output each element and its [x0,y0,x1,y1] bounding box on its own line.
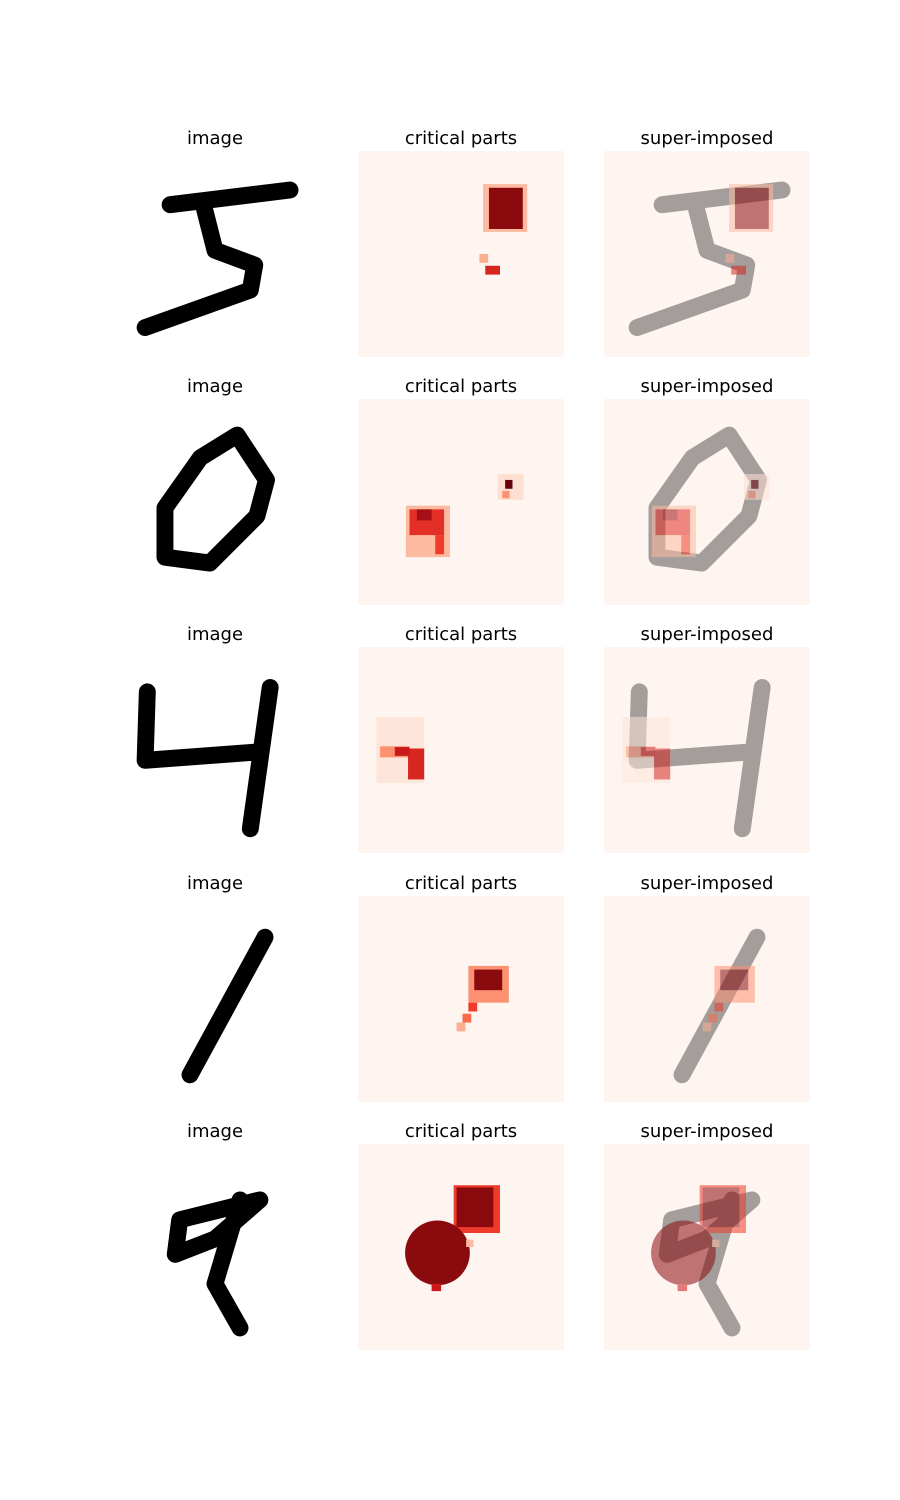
panel-title: critical parts [405,873,517,894]
panel-row: image critical parts super-imposed [175,1121,810,1350]
panel-title: critical parts [405,1121,517,1142]
panel-title: critical parts [405,624,517,645]
panel-title: image [187,1121,243,1142]
digit-image [175,1200,260,1328]
overlay [604,896,810,1102]
panel-title: super-imposed [641,128,774,149]
heatmap [358,647,564,853]
heatmap [358,1144,564,1350]
panel-title: image [187,128,243,149]
heatmap [358,399,564,605]
panel-row: image critical parts super-imposed [145,128,810,357]
digit-image [145,190,290,328]
panel-title: image [187,873,243,894]
panel-title: super-imposed [641,873,774,894]
panel-title: super-imposed [641,1121,774,1142]
overlay [604,151,810,357]
digit-image [190,937,265,1075]
panel-title: image [187,624,243,645]
heatmap [358,151,564,357]
overlay [604,1144,810,1350]
panel-title: image [187,376,243,397]
heatmap [358,896,564,1102]
panel-title: super-imposed [641,624,774,645]
overlay [604,647,810,853]
panel-row: image critical parts super-imposed [187,873,810,1102]
digit-image [165,435,267,563]
panel-row: image critical parts super-imposed [145,624,810,853]
panel-title: super-imposed [641,376,774,397]
panel-row: image critical parts super-imposed [165,376,810,605]
panel-title: critical parts [405,376,517,397]
panel-title: critical parts [405,128,517,149]
overlay [604,399,810,605]
digit-image [145,687,270,828]
